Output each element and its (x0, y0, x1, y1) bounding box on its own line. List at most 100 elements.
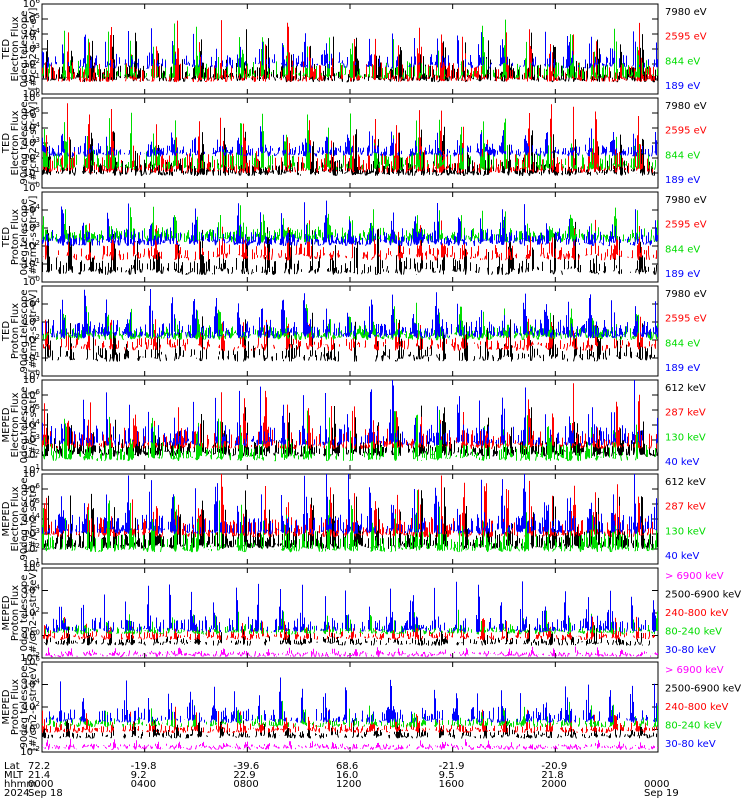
y-axis-label-line: [#/cm2-s-str] (28, 485, 39, 552)
series-line (42, 28, 658, 69)
y-axis-label-line: 0deg telescope (19, 11, 30, 88)
footer-hhmm-value: 0000 (644, 779, 669, 790)
series-line (42, 383, 657, 450)
footer-date-value: Sep 19 (644, 788, 679, 799)
footer-mlt-value: 9.2 (131, 770, 147, 781)
legend-entry: 612 keV (665, 477, 706, 488)
y-axis-label-line: MEPED (1, 595, 12, 630)
footer-label-lat: Lat (4, 761, 20, 772)
y-axis-label-line: [#/cm2-s-str] (28, 391, 39, 458)
legend-entry: 2595 eV (665, 220, 707, 231)
series-line (43, 112, 656, 171)
series-traces (42, 474, 658, 553)
y-tick-label: 106 (23, 0, 41, 10)
y-axis-label: TEDProton Flux0deg telescope[#/cm2-s-str… (1, 196, 39, 279)
legend-entry: 240-800 keV (665, 608, 729, 619)
footer-hhmm-value: 0400 (131, 779, 156, 790)
series-traces (42, 103, 657, 177)
footer-lat-value: -21.9 (439, 761, 465, 772)
footer-hhmm-value: 0800 (233, 779, 258, 790)
legend-entry: 2500-6900 keV (665, 590, 741, 601)
footer-label-year: 2024 (4, 788, 29, 799)
y-axis-label-line: MEPED (1, 407, 12, 442)
series-traces (42, 380, 658, 462)
y-axis-label-line: Electron Flux (10, 16, 21, 81)
y-axis-label-line: [#/cm2-s-str-eV] (28, 196, 39, 279)
legend-entry: 130 keV (665, 432, 706, 443)
legend-entry: 612 keV (665, 383, 706, 394)
legend-entry: 7980 eV (665, 195, 707, 206)
y-axis-label-line: 0deg telescope (19, 387, 30, 464)
y-axis-label-line: 0deg telescope (19, 575, 30, 652)
footer-mlt-value: 21.4 (28, 770, 50, 781)
footer-hhmm-value: 0000 (28, 779, 53, 790)
legend-entry: 189 eV (665, 363, 700, 374)
series-line (46, 677, 657, 724)
series-line (42, 380, 658, 447)
y-axis-label-line: TED (1, 133, 12, 154)
y-axis-label: TEDProton Flux90deg telescope[#/cm2-s-st… (1, 289, 39, 372)
y-axis-label-line: 90deg telescope (19, 101, 30, 184)
legend-entry: 2595 eV (665, 32, 707, 43)
y-axis-label-line: Proton Flux (10, 679, 21, 735)
series-line (42, 200, 658, 247)
legend-entry: 80-240 keV (665, 627, 722, 638)
y-axis-label: MEPEDElectron Flux0deg telescope[#/cm2-s… (1, 387, 39, 464)
y-axis-label-line: TED (1, 321, 12, 342)
footer-lat-value: -20.9 (541, 761, 567, 772)
legend-entry: 7980 eV (665, 7, 707, 18)
y-tick-label: 107 (23, 373, 40, 386)
legend-entry: 40 keV (665, 551, 699, 562)
footer-hhmm-value: 1200 (336, 779, 361, 790)
footer-label-hhmm: hhmm (4, 779, 36, 790)
series-line (42, 490, 658, 553)
series-line (42, 221, 657, 276)
legend-entry: 287 keV (665, 502, 706, 513)
legend-entry: 30-80 keV (665, 739, 716, 750)
series-line (42, 474, 657, 535)
legend-entry: 844 eV (665, 244, 700, 255)
footer-hhmm-value: 2000 (541, 779, 566, 790)
y-axis-label-line: 0deg telescope (19, 199, 30, 276)
footer-mlt-value: 16.0 (336, 770, 358, 781)
legend-entry: 189 eV (665, 175, 700, 186)
y-axis-label-line: Electron Flux (10, 110, 21, 175)
legend-entry: 7980 eV (665, 289, 707, 300)
series-line (42, 700, 658, 728)
footer-hhmm-value: 1600 (439, 779, 464, 790)
y-axis-label-line: 90deg telescope (19, 477, 30, 560)
legend-entry: 844 eV (665, 338, 700, 349)
y-axis-label-line: [#/cm2-s-str-eV] (28, 102, 39, 185)
series-line (43, 219, 657, 261)
y-axis-label-line: Electron Flux (10, 486, 21, 551)
y-axis-label-line: MEPED (1, 689, 12, 724)
footer-mlt-value: 22.9 (233, 770, 255, 781)
series-traces (43, 581, 658, 658)
legend-entry: 2595 eV (665, 126, 707, 137)
legend-entry: 287 keV (665, 408, 706, 419)
legend-entry: > 6900 keV (665, 665, 724, 676)
legend-entry: 189 eV (665, 81, 700, 92)
y-axis-label-line: Proton Flux (10, 585, 21, 641)
y-axis-label-line: Proton Flux (10, 209, 21, 265)
footer-date-value: Sep 18 (28, 788, 63, 799)
y-axis-label-line: 90deg telescope (19, 289, 30, 372)
y-axis-label-line: [#/cm2-s-str-eV] (28, 290, 39, 373)
y-axis-label-line: MEPED (1, 501, 12, 536)
y-axis-label: MEPEDProton Flux90deg telescope[#/cm2-s-… (1, 663, 39, 751)
footer-mlt-value: 9.5 (439, 770, 455, 781)
legend-entry: 2500-6900 keV (665, 684, 741, 695)
series-line (42, 738, 658, 751)
legend-entry: 130 keV (665, 526, 706, 537)
legend-entry: 240-800 keV (665, 702, 729, 713)
footer-lat-value: -19.8 (131, 761, 157, 772)
series-traces (42, 289, 658, 362)
series-line (42, 20, 655, 83)
legend-entry: 30-80 keV (665, 645, 716, 656)
footer-lat-value: 68.6 (336, 761, 358, 772)
